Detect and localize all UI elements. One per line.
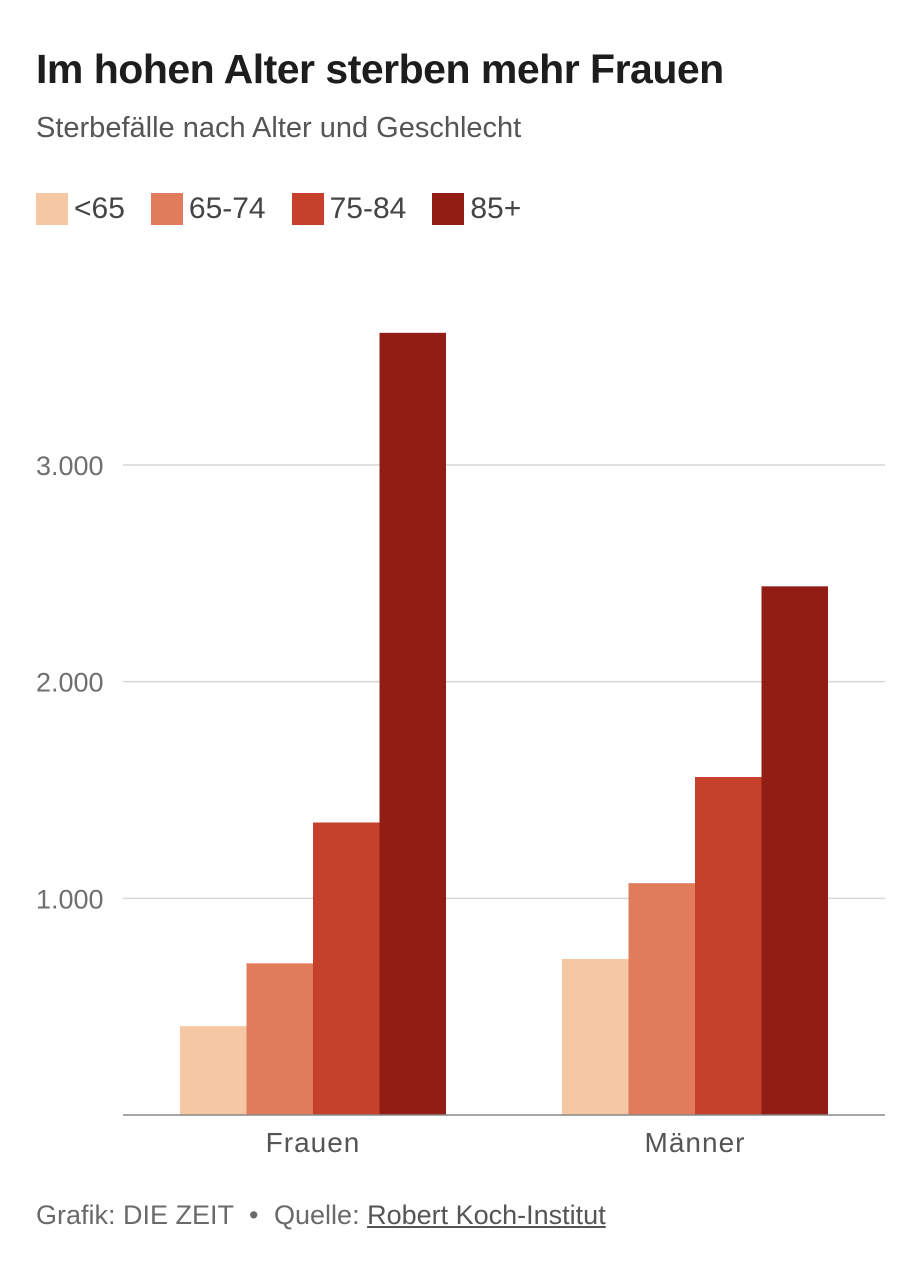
source-prefix: Quelle: [274, 1200, 360, 1230]
x-tick-label: Männer [645, 1127, 746, 1158]
bar [762, 586, 829, 1115]
source-link[interactable]: Robert Koch-Institut [367, 1200, 606, 1230]
bar [695, 777, 762, 1115]
bar-chart: 1.000 2.000 3.000 Frauen Männer [0, 0, 922, 1180]
y-tick-label: 3.000 [36, 451, 104, 481]
separator-dot: • [249, 1200, 258, 1230]
bar [180, 1026, 247, 1115]
bar [562, 959, 629, 1115]
y-tick-label: 1.000 [36, 884, 104, 914]
footer: Grafik: DIE ZEIT • Quelle: Robert Koch-I… [36, 1200, 606, 1231]
bar [313, 823, 380, 1116]
credit-text: Grafik: DIE ZEIT [36, 1200, 234, 1230]
y-tick-label: 2.000 [36, 668, 104, 698]
bar [629, 883, 696, 1115]
x-tick-label: Frauen [266, 1127, 361, 1158]
bar [380, 333, 447, 1115]
bar [247, 963, 314, 1115]
